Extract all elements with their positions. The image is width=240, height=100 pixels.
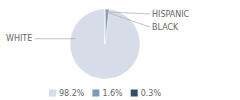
legend-label: 98.2% [59, 89, 85, 98]
annotations: WHITE HISPANIC BLACK [6, 10, 190, 44]
chart: WHITE HISPANIC BLACK 98.2% 1.6% 0.3% [0, 0, 240, 100]
leader-line [34, 38, 75, 39]
legend: 98.2% 1.6% 0.3% [49, 89, 161, 98]
leader-line [105, 12, 150, 27]
pie-slice [105, 9, 107, 44]
leader-line [107, 12, 150, 14]
legend-swatch [92, 90, 99, 97]
legend-swatch [131, 90, 138, 97]
category-label: WHITE [6, 34, 32, 43]
category-label: HISPANIC [152, 10, 190, 19]
pie [70, 9, 140, 79]
legend-label: 0.3% [141, 89, 162, 98]
legend-swatch [49, 90, 56, 97]
legend-label: 1.6% [102, 89, 123, 98]
category-label: BLACK [152, 23, 179, 32]
pie-slice [70, 9, 140, 79]
pie-slice [105, 9, 109, 44]
